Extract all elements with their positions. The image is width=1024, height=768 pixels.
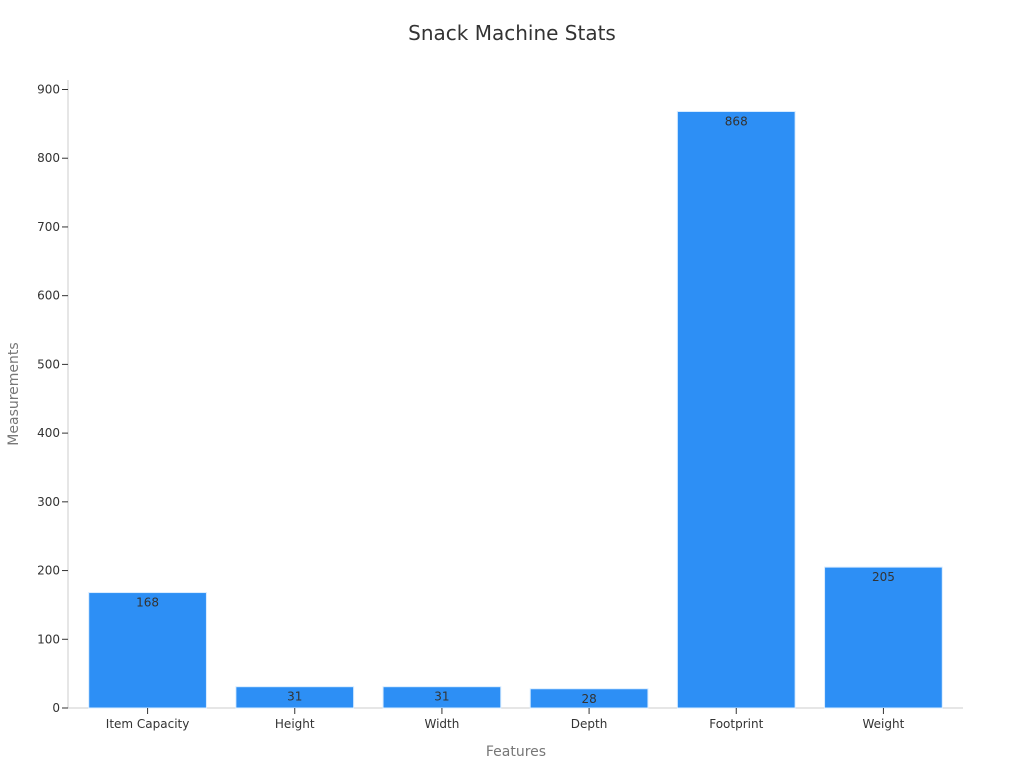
y-axis-ticks: 0 100 200 300 400 500 600 700 800 900: [37, 83, 68, 715]
y-tick-label: 800: [37, 151, 60, 165]
chart-title: Snack Machine Stats: [408, 21, 616, 45]
y-tick-label: 700: [37, 220, 60, 234]
y-tick-label: 400: [37, 426, 60, 440]
bar-item-capacity: [88, 592, 207, 709]
bars-group: 168 31 31 28 868 205: [88, 110, 943, 709]
data-label: 168: [136, 596, 159, 610]
y-tick-label: 100: [37, 632, 60, 646]
x-tick-label: Weight: [863, 717, 905, 731]
x-tick-label: Footprint: [709, 717, 763, 731]
bar-footprint: [676, 110, 796, 709]
y-tick-label: 0: [52, 701, 60, 715]
y-tick-label: 300: [37, 495, 60, 509]
x-tick-label: Item Capacity: [106, 717, 190, 731]
y-tick-label: 900: [37, 83, 60, 97]
data-label: 868: [725, 114, 748, 128]
data-label: 205: [872, 570, 895, 584]
bar-weight: [824, 566, 943, 709]
y-tick-label: 200: [37, 564, 60, 578]
y-tick-label: 600: [37, 289, 60, 303]
x-tick-label: Depth: [571, 717, 608, 731]
data-label: 28: [581, 692, 596, 706]
y-axis-title: Measurements: [6, 342, 22, 445]
x-tick-label: Height: [275, 717, 315, 731]
x-axis-ticks: Item Capacity Height Width Depth Footprint We…: [106, 708, 905, 731]
x-axis-title: Features: [486, 744, 546, 760]
y-tick-label: 500: [37, 357, 60, 371]
data-label: 31: [434, 690, 449, 704]
data-label: 31: [287, 690, 302, 704]
x-tick-label: Width: [424, 717, 459, 731]
